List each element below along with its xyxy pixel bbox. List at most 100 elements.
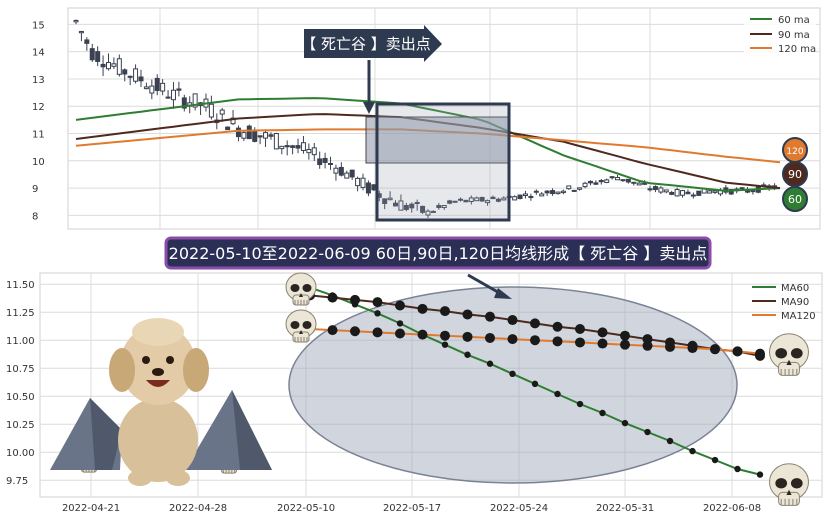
- candle-body: [479, 196, 485, 202]
- candle-body: [371, 184, 377, 191]
- bottom-ma-lines: [305, 284, 765, 478]
- legend-MA90-label: MA90: [781, 297, 809, 308]
- candle-body: [393, 202, 399, 207]
- candle-body: [436, 205, 442, 208]
- candle-body: [170, 89, 176, 101]
- bottom-MA60-point: [554, 390, 561, 398]
- top-y-tick-label: 9: [32, 184, 38, 195]
- candle-body: [577, 187, 583, 190]
- candle-body: [78, 31, 84, 34]
- mountain-right-shade: [232, 390, 272, 470]
- banner-box: [164, 236, 712, 270]
- candle-body: [441, 205, 447, 209]
- top-panel: 8 9 10 11 12 13 14 15 【 死亡谷 】卖出点 60 ma 90 ma 12…: [32, 7, 821, 230]
- top-legend: 60 ma 90 ma 120 ma: [744, 12, 816, 56]
- bottom-y-tick-label: 11.50: [6, 280, 35, 291]
- candle-body: [658, 187, 664, 193]
- candle-body: [571, 189, 577, 192]
- candle-body: [143, 86, 149, 90]
- candle-body: [690, 194, 696, 197]
- bottom-MA90-point: [440, 306, 450, 317]
- candle-body: [528, 195, 534, 199]
- legend-ma90-label: 90 ma: [778, 30, 810, 41]
- candle-body: [414, 202, 420, 205]
- candle-body: [116, 58, 122, 75]
- bottom-y-tick-label: 10.75: [6, 364, 35, 375]
- candle-body: [522, 193, 528, 197]
- candle-body: [728, 188, 734, 195]
- bottom-MA60-point: [689, 447, 696, 455]
- candle-body: [652, 186, 658, 191]
- bottom-MA60-point: [576, 400, 584, 408]
- candle-body: [138, 76, 144, 82]
- candle-body: [485, 200, 491, 204]
- bottom-MA120-point: [507, 334, 518, 345]
- candle-body: [685, 191, 691, 195]
- candle-body: [360, 177, 366, 188]
- candle-body: [295, 145, 301, 149]
- candle-body: [284, 145, 290, 148]
- candle-body: [257, 135, 263, 138]
- top-ma60-line: [75, 97, 781, 192]
- dog-ear-right: [183, 348, 209, 392]
- candle-body: [631, 181, 637, 184]
- candle-body: [544, 190, 550, 194]
- bottom-MA60-point: [621, 419, 629, 427]
- bottom-MA90-point: [575, 324, 585, 334]
- candle-body: [300, 142, 306, 152]
- top-y-ticks: 8 9 10 11 12 13 14 15: [32, 20, 45, 222]
- bottom-MA60-point: [509, 370, 516, 377]
- bottom-x-tick-label: 2022-06-08: [703, 503, 761, 514]
- top-y-tick-label: 11: [32, 130, 45, 141]
- annotation-label: 【 死亡谷 】卖出点: [301, 25, 442, 114]
- candle-body: [127, 75, 133, 78]
- candle-body: [609, 176, 615, 179]
- candle-body: [89, 48, 95, 61]
- bottom-MA120-point: [710, 344, 720, 355]
- dog-ear-left: [109, 348, 135, 392]
- bottom-x-tick-label: 2022-04-21: [62, 503, 120, 514]
- bottom-MA120-point: [552, 336, 563, 347]
- bottom-panel: 11.5011.2511.0010.7510.5010.2510.009.75 …: [6, 272, 823, 514]
- dog-body: [118, 398, 198, 482]
- bottom-MA90-point: [507, 315, 518, 326]
- bottom-y-tick-label: 9.75: [6, 476, 28, 487]
- annotation-text: 【 死亡谷 】卖出点: [301, 35, 431, 53]
- candle-body: [604, 179, 610, 183]
- dog-illustration: [50, 318, 272, 486]
- bottom-MA90-point: [530, 318, 540, 329]
- top-y-tick-label: 15: [32, 20, 45, 31]
- candle-body: [181, 97, 187, 109]
- bottom-y-tick-label: 11.25: [6, 308, 35, 319]
- candle-body: [533, 190, 539, 193]
- bottom-y-tick-label: 11.00: [6, 336, 35, 347]
- bottom-MA120-point: [755, 348, 765, 359]
- valley-box: [375, 102, 511, 222]
- bottom-MA120-point: [665, 341, 675, 352]
- bottom-x-tick-label: 2022-05-24: [490, 503, 548, 514]
- dog-paw-left: [128, 470, 152, 486]
- bottom-MA60-point: [599, 409, 606, 417]
- banner-text: 2022-05-10至2022-06-09 60日,90日,120日均线形成【 …: [169, 244, 708, 263]
- bottom-MA120-point: [597, 338, 608, 349]
- candle-body: [636, 182, 642, 186]
- skull-icon: [285, 272, 317, 306]
- bottom-MA60-point: [531, 380, 539, 388]
- candle-body: [235, 127, 241, 138]
- candle-body: [311, 147, 317, 156]
- candle-body: [468, 197, 474, 202]
- candle-body: [387, 197, 393, 201]
- bottom-MA120-point: [395, 328, 405, 339]
- candle-body: [598, 179, 604, 183]
- candle-body: [517, 194, 523, 199]
- bottom-y-tick-label: 10.00: [6, 448, 35, 459]
- bottom-MA60-point: [756, 471, 764, 478]
- bottom-MA60-point: [644, 428, 651, 436]
- bottom-MA90-point: [327, 292, 338, 303]
- bottom-MA60-point: [711, 456, 719, 464]
- candle-body: [252, 130, 258, 142]
- dog-eye-right: [166, 356, 174, 364]
- candle-body: [263, 132, 269, 139]
- candle-body: [663, 189, 669, 193]
- candle-body: [403, 205, 409, 210]
